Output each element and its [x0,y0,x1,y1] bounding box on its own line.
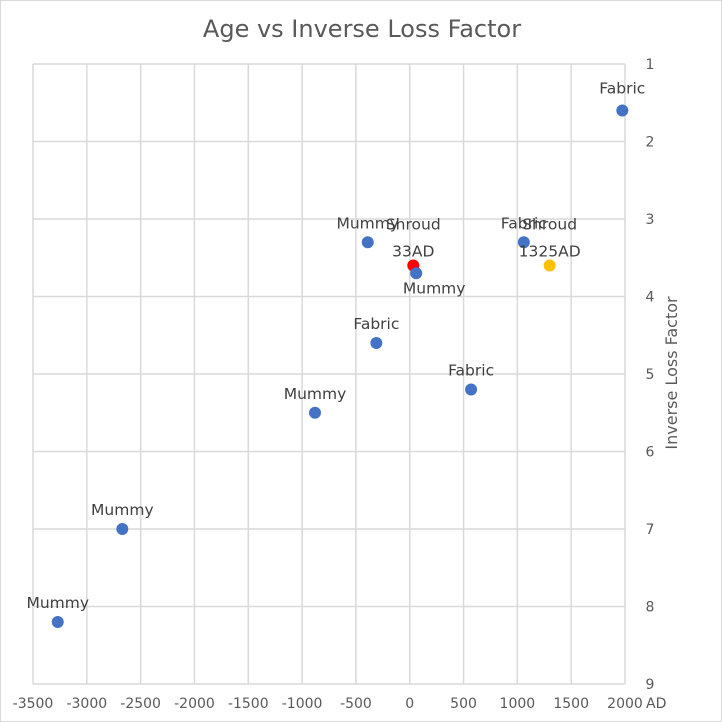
x-tick-label: -1000 [282,696,323,712]
data-label: Mummy [336,214,399,232]
data-label: Mummy [91,501,154,519]
tick-labels: -3500 -3000 -2500 -2000 -1500 -1000 -500 0 500 10… [13,57,667,712]
data-point [410,267,423,280]
x-tick-label: 0 [405,696,414,712]
y-tick-label: 2 [646,135,655,151]
data-point [517,236,530,249]
y-tick-label: 6 [646,445,655,461]
y-tick-label: 7 [646,522,655,538]
data-point [116,523,129,535]
data-point [370,337,383,349]
data-label: Mummy [403,279,466,297]
y-tick-label: 4 [646,290,655,306]
y-axis-title: Inverse Loss Factor [662,296,681,450]
data-label: Fabric [353,315,399,333]
x-tick-label: -3500 [13,696,54,712]
x-tick-label: -2000 [174,696,215,712]
data-label: Fabric [599,80,645,98]
data-label: Fabric [501,214,547,232]
data-point [465,383,478,396]
y-tick-label: 3 [646,212,655,228]
y-tick-label: 8 [646,600,655,616]
x-unit-label: AD [646,696,666,712]
gridlines [32,63,626,685]
x-tick-label: 1000 [500,696,536,712]
data-points [51,104,629,628]
data-point [616,104,629,117]
data-point [309,406,322,419]
x-tick-label: -3000 [66,696,107,712]
chart-title: Age vs Inverse Loss Factor [202,15,522,43]
x-tick-label: 2000 [607,696,643,712]
x-tick-label: -2500 [120,696,161,712]
x-tick-label: -1500 [228,696,269,712]
data-point [543,259,556,272]
x-tick-label: 1500 [553,696,589,712]
data-label: Shroud 33AD [386,216,441,261]
data-point [51,616,64,628]
data-label: Shroud 1325AD [519,216,581,261]
y-tick-label: 1 [646,57,655,73]
x-tick-label: -500 [340,696,372,712]
data-point [361,236,374,249]
y-tick-label: 5 [646,367,655,383]
data-label: Fabric [448,362,494,380]
y-tick-label: 9 [646,677,655,693]
data-label: Mummy [284,385,347,403]
x-tick-label: 500 [450,696,477,712]
data-label: Mummy [26,594,89,612]
